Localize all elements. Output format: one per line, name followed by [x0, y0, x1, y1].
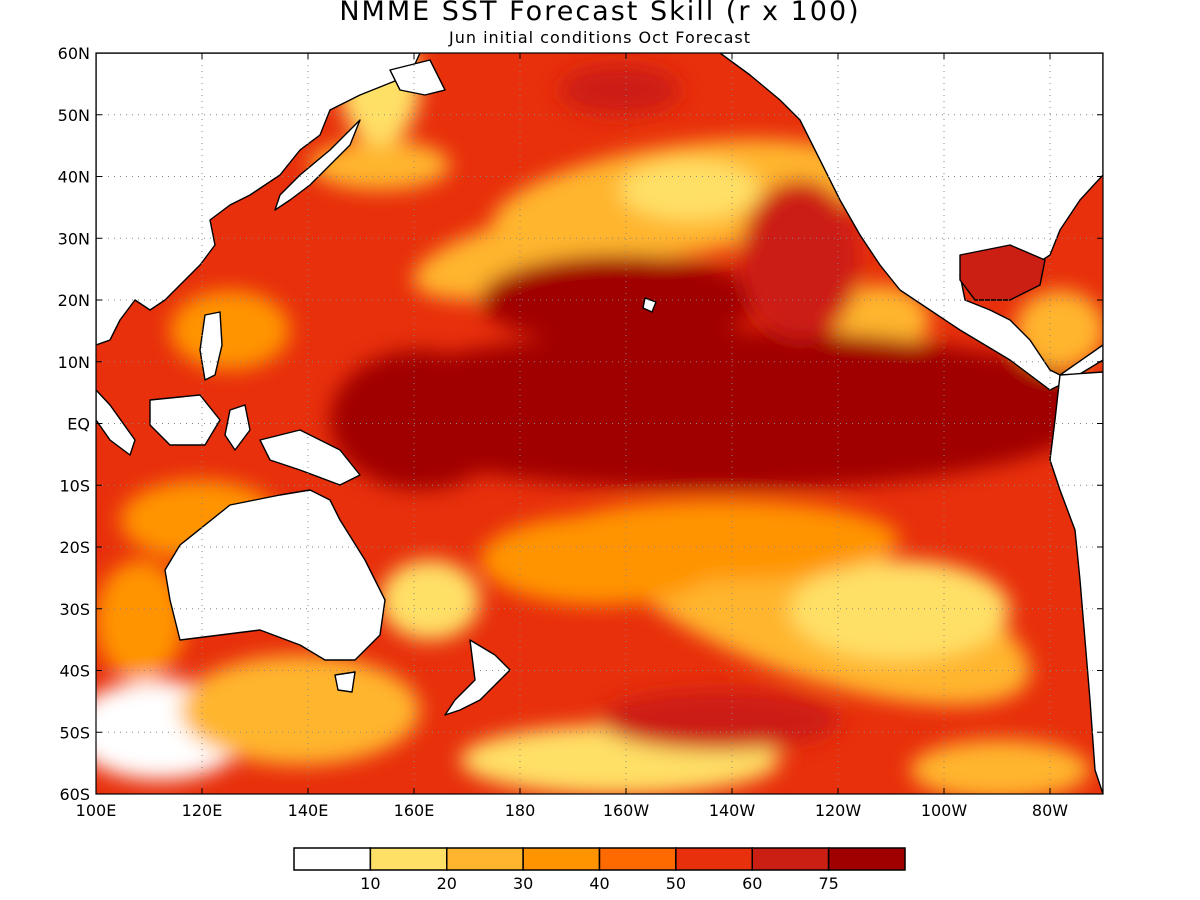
- lat-label: 10N: [58, 353, 90, 372]
- colorbar-swatch: [522, 847, 601, 871]
- lat-label: 30S: [59, 600, 90, 619]
- colorbar-swatch: [293, 847, 372, 871]
- lon-label: 160W: [603, 801, 650, 820]
- lon-label: 140E: [288, 801, 329, 820]
- lon-label: 100W: [921, 801, 968, 820]
- colorbar-label: 10: [360, 874, 380, 893]
- map-subtitle: Jun initial conditions Oct Forecast: [448, 28, 752, 47]
- colorbar-label: 20: [437, 874, 457, 893]
- colorbar-swatch: [751, 847, 830, 871]
- lon-label: 120W: [815, 801, 862, 820]
- colorbar: 10 20 30 40 50 60 75: [293, 847, 906, 893]
- lon-label: 160E: [394, 801, 435, 820]
- lat-label: EQ: [67, 415, 90, 434]
- lat-label: 20N: [58, 291, 90, 310]
- colorbar-label: 50: [666, 874, 686, 893]
- map-title: NMME SST Forecast Skill (r x 100): [339, 0, 861, 27]
- colorbar-swatch: [446, 847, 524, 871]
- lon-label: 100E: [76, 801, 117, 820]
- colorbar-label: 75: [818, 874, 838, 893]
- lat-label: 40N: [58, 168, 90, 187]
- colorbar-label: 40: [589, 874, 609, 893]
- lat-label: 50N: [58, 106, 90, 125]
- lon-label: 80W: [1032, 801, 1068, 820]
- lat-label: 40S: [59, 662, 90, 681]
- colorbar-label: 60: [742, 874, 762, 893]
- lon-label: 120E: [182, 801, 223, 820]
- lat-label: 30N: [58, 229, 90, 248]
- lat-label: 20S: [59, 538, 90, 557]
- lat-label: 60S: [59, 785, 90, 804]
- colorbar-swatch: [675, 847, 753, 871]
- lat-label: 60N: [58, 44, 90, 63]
- lon-label: 180: [505, 801, 536, 820]
- lat-label: 10S: [59, 476, 90, 495]
- lon-label: 140W: [709, 801, 756, 820]
- lat-label: 50S: [59, 723, 90, 742]
- axis-ticks: 60N50N40N30N20N10NEQ10S20S30S40S50S60S10…: [58, 44, 1103, 820]
- skill-field: [96, 53, 1103, 794]
- colorbar-label: 30: [513, 874, 533, 893]
- colorbar-swatch: [827, 847, 906, 871]
- land: [96, 53, 1103, 794]
- colorbar-swatch: [598, 847, 677, 871]
- colorbar-swatch: [369, 847, 448, 871]
